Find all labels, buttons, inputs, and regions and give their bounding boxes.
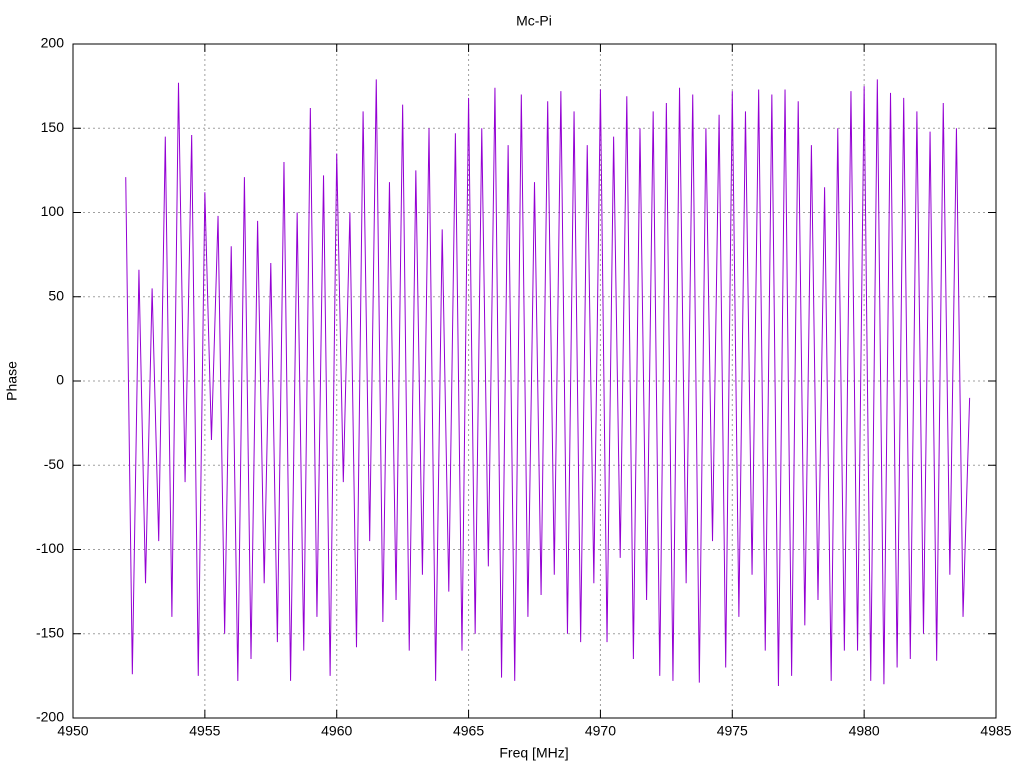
x-axis-label: Freq [MHz] (499, 745, 568, 761)
y-tick-label: -50 (44, 456, 64, 472)
x-tick-label: 4980 (849, 723, 880, 739)
y-tick-label: -150 (36, 624, 64, 640)
plot-border (72, 43, 997, 719)
x-tick-label: 4960 (321, 723, 352, 739)
x-tick-label: 4965 (453, 723, 484, 739)
y-tick-label: 100 (41, 203, 65, 219)
data-line (125, 79, 971, 686)
y-axis-label: Phase (4, 361, 20, 401)
x-tick-label: 4970 (585, 723, 616, 739)
y-tick-label: 50 (48, 287, 64, 303)
y-tick-label: 200 (41, 35, 65, 51)
y-tick-label: 150 (41, 119, 65, 135)
y-tick-label: 0 (56, 372, 64, 388)
x-tick-label: 4975 (717, 723, 748, 739)
x-tick-label: 4955 (189, 723, 220, 739)
x-tick-label: 4985 (980, 723, 1011, 739)
y-tick-label: -200 (36, 709, 64, 725)
chart-title: Mc-Pi (516, 13, 552, 29)
y-tick-label: -100 (36, 540, 64, 556)
x-tick-label: 4950 (57, 723, 88, 739)
